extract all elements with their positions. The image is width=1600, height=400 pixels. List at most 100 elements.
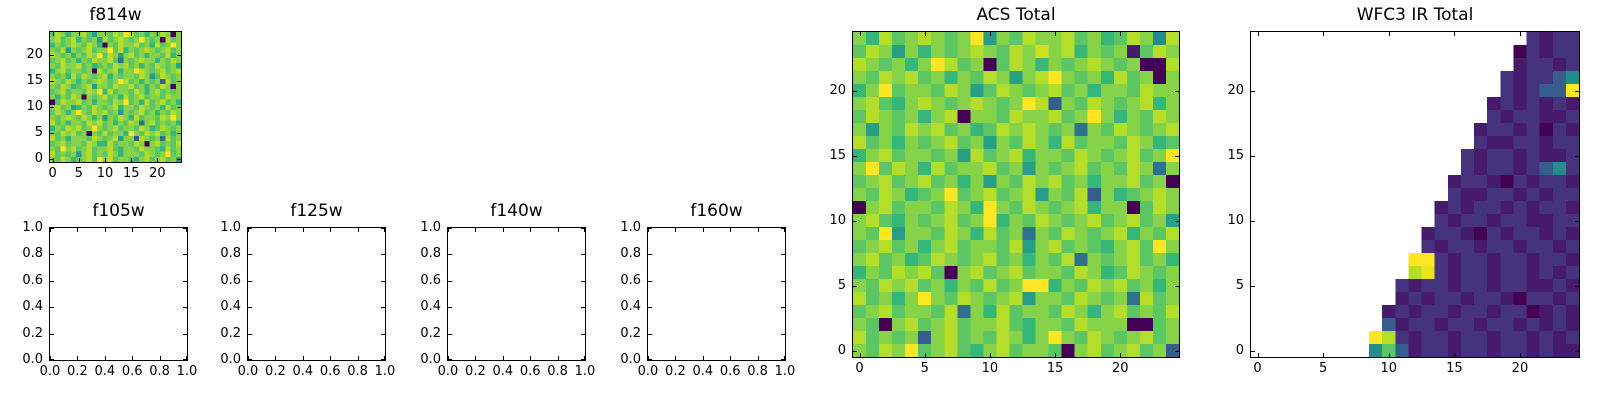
y-tick-mark	[448, 281, 452, 282]
x-tick-mark	[1323, 32, 1324, 36]
x-tick-label: 0.8	[547, 364, 568, 379]
x-tick-label: 0.6	[719, 364, 741, 379]
x-tick-mark	[1258, 353, 1259, 357]
y-tick-label: 15	[26, 73, 43, 89]
x-tick-mark	[530, 228, 531, 232]
y-tick-mark	[50, 81, 54, 82]
x-tick-label: 0.2	[67, 364, 88, 379]
y-tick-mark	[183, 359, 187, 360]
x-tick-label: 15	[1046, 361, 1064, 376]
x-tick-label: 10	[981, 361, 999, 376]
x-tick-label: 5	[74, 166, 83, 181]
y-tick-mark	[381, 254, 385, 255]
y-tick-label: 0.6	[220, 272, 241, 288]
y-tick-mark	[1175, 91, 1179, 92]
y-tick-mark	[648, 281, 652, 282]
x-tick-mark	[1454, 353, 1455, 357]
y-tick-label: 0.4	[420, 299, 441, 315]
y-tick-mark	[381, 228, 385, 229]
y-tick-mark	[648, 307, 652, 308]
plot-area-acs-total	[852, 31, 1180, 358]
y-tick-mark	[1251, 156, 1255, 157]
x-tick-mark	[330, 228, 331, 232]
x-tick-label: 0.6	[121, 364, 143, 379]
x-tick-mark	[584, 228, 585, 232]
y-tick-mark	[581, 254, 585, 255]
y-tick-label: 1.0	[220, 220, 241, 235]
y-tick-label: 0.8	[22, 246, 43, 262]
y-tick-label: 0.2	[620, 325, 641, 341]
y-tick-label: 1.0	[620, 220, 641, 235]
x-tick-label: 0.8	[149, 364, 170, 379]
heatmap-image-wfc3-ir-total	[1251, 32, 1579, 357]
x-tick-mark	[131, 32, 132, 36]
x-tick-mark	[860, 353, 861, 357]
x-tick-mark	[132, 356, 133, 360]
x-tick-mark	[584, 356, 585, 360]
x-tick-mark	[925, 32, 926, 36]
y-tick-mark	[50, 254, 54, 255]
y-tick-label: 15	[829, 147, 846, 163]
y-tick-mark	[381, 307, 385, 308]
x-tick-mark	[675, 356, 676, 360]
x-tick-label: 15	[1446, 361, 1463, 376]
y-tick-mark	[781, 334, 785, 335]
x-tick-mark	[860, 32, 861, 36]
x-tick-mark	[990, 32, 991, 36]
plot-area-f125w	[247, 227, 386, 361]
y-tick-mark	[183, 228, 187, 229]
y-tick-mark	[177, 107, 181, 108]
x-tick-mark	[105, 158, 106, 162]
y-tick-mark	[581, 359, 585, 360]
x-tick-label: 0.8	[747, 364, 768, 379]
x-tick-mark	[157, 158, 158, 162]
y-tick-mark	[448, 334, 452, 335]
x-tick-label: 0.0	[437, 364, 459, 379]
x-tick-label: 1.0	[176, 364, 198, 379]
x-tick-label: 20	[1511, 361, 1529, 376]
x-tick-mark	[186, 356, 187, 360]
plot-area-f814w	[49, 31, 182, 163]
y-tick-mark	[183, 307, 187, 308]
y-tick-mark	[177, 81, 181, 82]
y-tick-mark	[581, 334, 585, 335]
x-tick-label: 20	[1112, 361, 1129, 376]
heatmap-image-acs-total	[853, 32, 1179, 357]
y-tick-mark	[381, 359, 385, 360]
y-tick-mark	[1575, 221, 1579, 222]
x-tick-label: 0	[48, 166, 57, 181]
y-tick-mark	[183, 334, 187, 335]
x-tick-label: 0.4	[692, 364, 714, 379]
x-tick-label: 0.0	[39, 364, 61, 379]
y-tick-label: 15	[1227, 147, 1244, 163]
x-tick-mark	[475, 356, 476, 360]
x-tick-label: 1.0	[774, 364, 796, 379]
y-tick-label: 5	[34, 125, 43, 141]
x-tick-label: 0	[1253, 361, 1262, 376]
x-tick-mark	[160, 356, 161, 360]
y-tick-mark	[50, 107, 54, 108]
y-tick-mark	[781, 254, 785, 255]
y-tick-mark	[248, 359, 252, 360]
x-tick-label: 0.6	[319, 364, 341, 379]
x-tick-mark	[50, 356, 51, 360]
x-tick-mark	[990, 353, 991, 357]
y-tick-label: 0.0	[220, 352, 241, 367]
y-tick-mark	[1175, 156, 1179, 157]
y-tick-label: 0.8	[220, 246, 241, 262]
y-tick-mark	[581, 228, 585, 229]
x-tick-label: 5	[1319, 361, 1328, 376]
x-tick-mark	[648, 356, 649, 360]
x-tick-mark	[186, 228, 187, 232]
y-tick-label: 0.2	[220, 325, 241, 341]
panel-title-f105w: f105w	[92, 201, 145, 221]
x-tick-mark	[784, 356, 785, 360]
x-tick-mark	[1258, 32, 1259, 36]
x-tick-mark	[330, 356, 331, 360]
x-tick-mark	[1520, 32, 1521, 36]
x-tick-mark	[558, 356, 559, 360]
x-tick-mark	[79, 32, 80, 36]
y-tick-label: 0	[837, 342, 846, 358]
x-tick-mark	[53, 158, 54, 162]
y-tick-label: 0.0	[22, 352, 43, 367]
